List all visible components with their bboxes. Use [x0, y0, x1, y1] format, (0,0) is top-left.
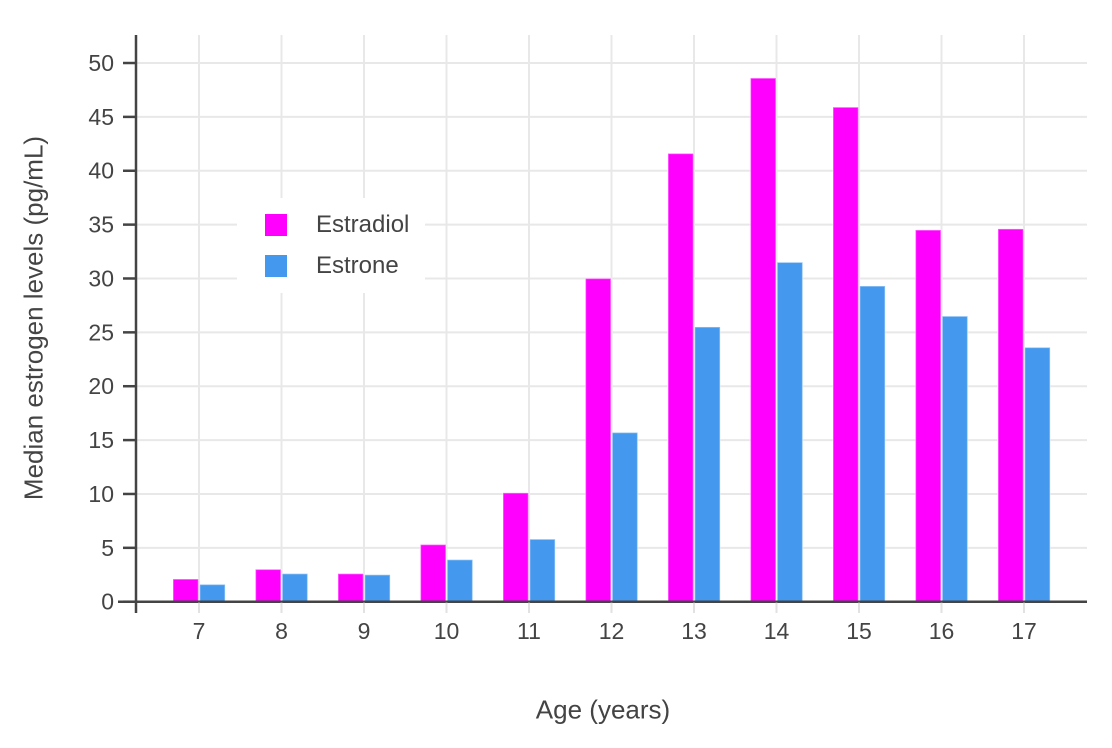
- x-tick-label-14: 14: [764, 618, 790, 644]
- bar-estradiol-age-12[interactable]: [584, 277, 612, 603]
- bar-estrone-age-14[interactable]: [776, 261, 804, 603]
- y-tick-label-50: 50: [88, 50, 114, 76]
- y-tick-label-40: 40: [88, 158, 114, 184]
- bar-estradiol-age-8[interactable]: [254, 568, 282, 603]
- x-axis-title: Age (years): [535, 694, 671, 725]
- bar-estradiol-age-16[interactable]: [914, 229, 942, 603]
- bar-estrone-age-12[interactable]: [611, 431, 639, 603]
- x-tick-label-10: 10: [434, 618, 460, 644]
- bar-estrone-age-8[interactable]: [281, 572, 309, 603]
- bar-estrone-age-10[interactable]: [446, 558, 474, 603]
- estradiol-legend-label: Estradiol: [316, 211, 410, 238]
- x-tick-label-15: 15: [846, 618, 872, 644]
- bar-estradiol-age-13[interactable]: [667, 152, 695, 603]
- bar-estrone-age-15[interactable]: [859, 285, 886, 603]
- bar-estradiol-age-10[interactable]: [419, 543, 447, 603]
- bar-estradiol-age-15[interactable]: [832, 106, 860, 603]
- bar-estrone-age-17[interactable]: [1023, 346, 1051, 603]
- y-tick-label-45: 45: [88, 104, 114, 130]
- bar-estradiol-age-9[interactable]: [337, 572, 365, 603]
- bar-estradiol-age-7[interactable]: [172, 578, 200, 603]
- bar-estradiol-age-17[interactable]: [997, 228, 1025, 603]
- y-tick-label-30: 30: [88, 265, 114, 291]
- y-tick-label-10: 10: [88, 481, 114, 507]
- x-tick-label-8: 8: [275, 618, 288, 644]
- bar-estrone-age-7[interactable]: [198, 583, 226, 603]
- y-axis-title: Median estrogen levels (pg/mL): [18, 135, 49, 501]
- x-tick-label-16: 16: [929, 618, 955, 644]
- legend: Estradiol Estrone: [237, 198, 425, 293]
- x-tick-label-7: 7: [193, 618, 206, 644]
- x-tick-label-13: 13: [681, 618, 707, 644]
- bar-estradiol-age-11[interactable]: [502, 492, 530, 603]
- bar-estrone-age-13[interactable]: [694, 326, 721, 603]
- x-tick-label-9: 9: [358, 618, 371, 644]
- x-tick-label-12: 12: [599, 618, 625, 644]
- legend-item-estrone[interactable]: Estrone: [265, 252, 425, 280]
- y-tick-label-15: 15: [88, 427, 114, 453]
- bar-estrone-age-9[interactable]: [364, 574, 391, 603]
- y-tick-label-0: 0: [101, 589, 114, 615]
- bar-estrone-age-11[interactable]: [529, 538, 556, 603]
- estrone-legend-label: Estrone: [316, 252, 399, 279]
- bar-estradiol-age-14[interactable]: [749, 77, 777, 603]
- bar-estrone-age-16[interactable]: [941, 315, 969, 603]
- estradiol-color-swatch: [265, 214, 287, 236]
- x-tick-label-17: 17: [1011, 618, 1037, 644]
- legend-item-estradiol[interactable]: Estradiol: [265, 211, 425, 239]
- estrone-color-swatch: [265, 255, 287, 277]
- y-tick-label-25: 25: [88, 319, 114, 345]
- y-tick-label-5: 5: [101, 535, 114, 561]
- x-tick-label-11: 11: [517, 618, 541, 644]
- y-tick-label-20: 20: [88, 373, 114, 399]
- y-tick-label-35: 35: [88, 212, 114, 238]
